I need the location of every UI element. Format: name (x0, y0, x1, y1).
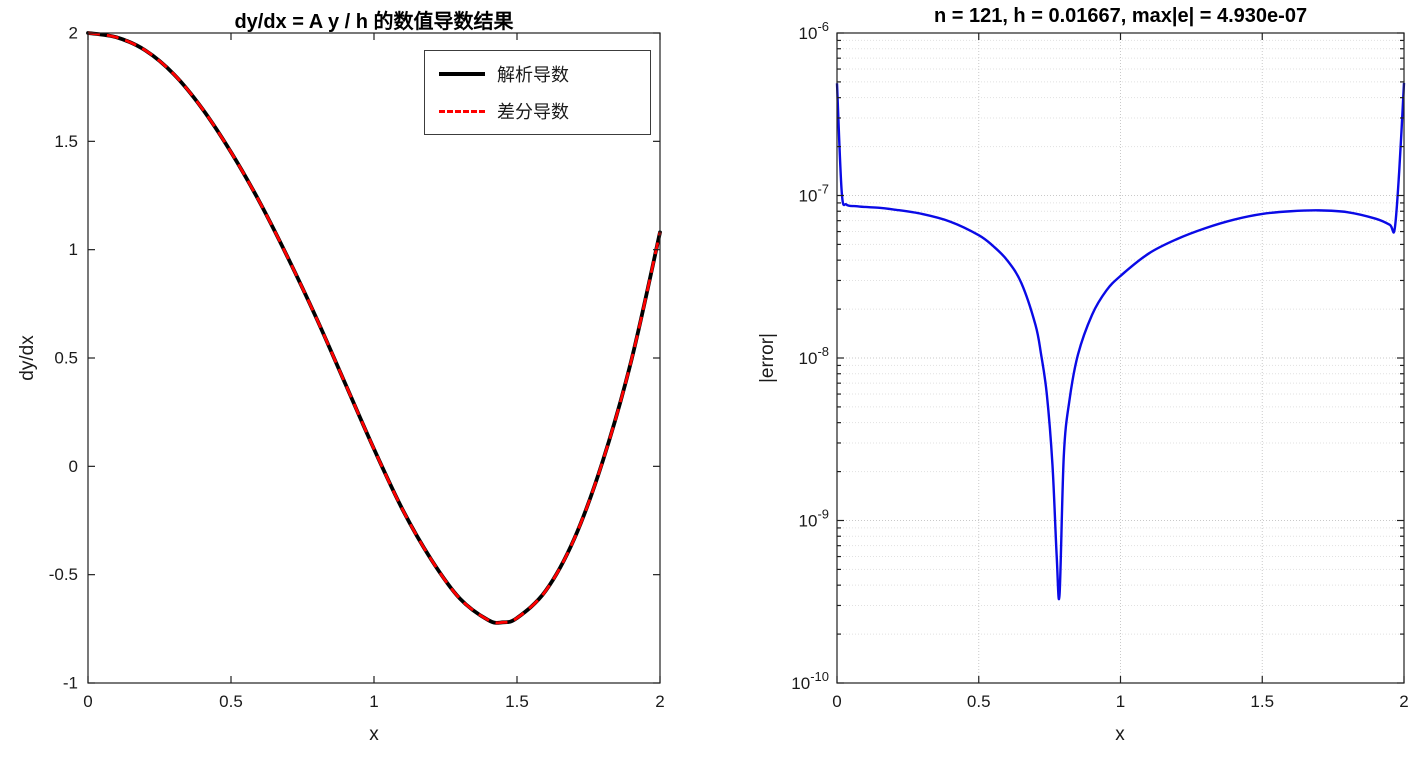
right-xlabel: x (1115, 724, 1125, 745)
right-plot-grid (837, 33, 1404, 683)
svg-text:10-8: 10-8 (799, 344, 829, 368)
svg-text:1.5: 1.5 (1250, 692, 1274, 711)
svg-text:10-9: 10-9 (799, 507, 829, 531)
svg-text:2: 2 (1399, 692, 1408, 711)
svg-text:1: 1 (369, 692, 378, 711)
svg-text:0.5: 0.5 (967, 692, 991, 711)
left-plot-title: dy/dx = A y / h 的数值导数结果 (234, 11, 514, 33)
legend-label-numeric: 差分导数 (497, 102, 569, 122)
legend-item-numeric: 差分导数 (439, 98, 650, 124)
numeric-derivative-curve (87, 31, 662, 625)
svg-text:1: 1 (1116, 692, 1125, 711)
tick-marks (87, 32, 1405, 684)
svg-text:-0.5: -0.5 (49, 565, 78, 584)
svg-text:2: 2 (69, 24, 78, 43)
svg-text:-1: -1 (63, 674, 78, 693)
svg-text:0: 0 (832, 692, 841, 711)
svg-text:0: 0 (83, 692, 92, 711)
svg-text:0.5: 0.5 (54, 349, 78, 368)
legend-label-analytic: 解析导数 (497, 65, 569, 85)
svg-text:0: 0 (69, 457, 78, 476)
svg-text:10-6: 10-6 (799, 19, 829, 43)
svg-text:1: 1 (69, 240, 78, 259)
error-curve (835, 82, 1406, 601)
legend-line-dashed-red-icon (439, 109, 485, 113)
svg-text:10-10: 10-10 (791, 669, 829, 693)
svg-text:10-7: 10-7 (799, 182, 829, 206)
left-xlabel: x (369, 724, 379, 745)
svg-text:2: 2 (655, 692, 664, 711)
tick-labels: 0 0.5 1 1.5 2 -1 -0.5 0 0.5 1 1.5 2 0 0.5 1 1.5 2 10-10 10… (49, 19, 1409, 711)
left-ylabel: dy/dx (17, 335, 38, 381)
legend-item-analytic: 解析导数 (439, 61, 650, 87)
svg-text:1.5: 1.5 (505, 692, 529, 711)
legend: 解析导数 差分导数 (424, 50, 651, 135)
legend-line-solid-black-icon (439, 72, 485, 76)
right-ylabel: |error| (757, 333, 778, 383)
svg-text:0.5: 0.5 (219, 692, 243, 711)
right-plot-title: n = 121, h = 0.01667, max|e| = 4.930e-07 (933, 5, 1308, 27)
svg-text:1.5: 1.5 (54, 132, 78, 151)
